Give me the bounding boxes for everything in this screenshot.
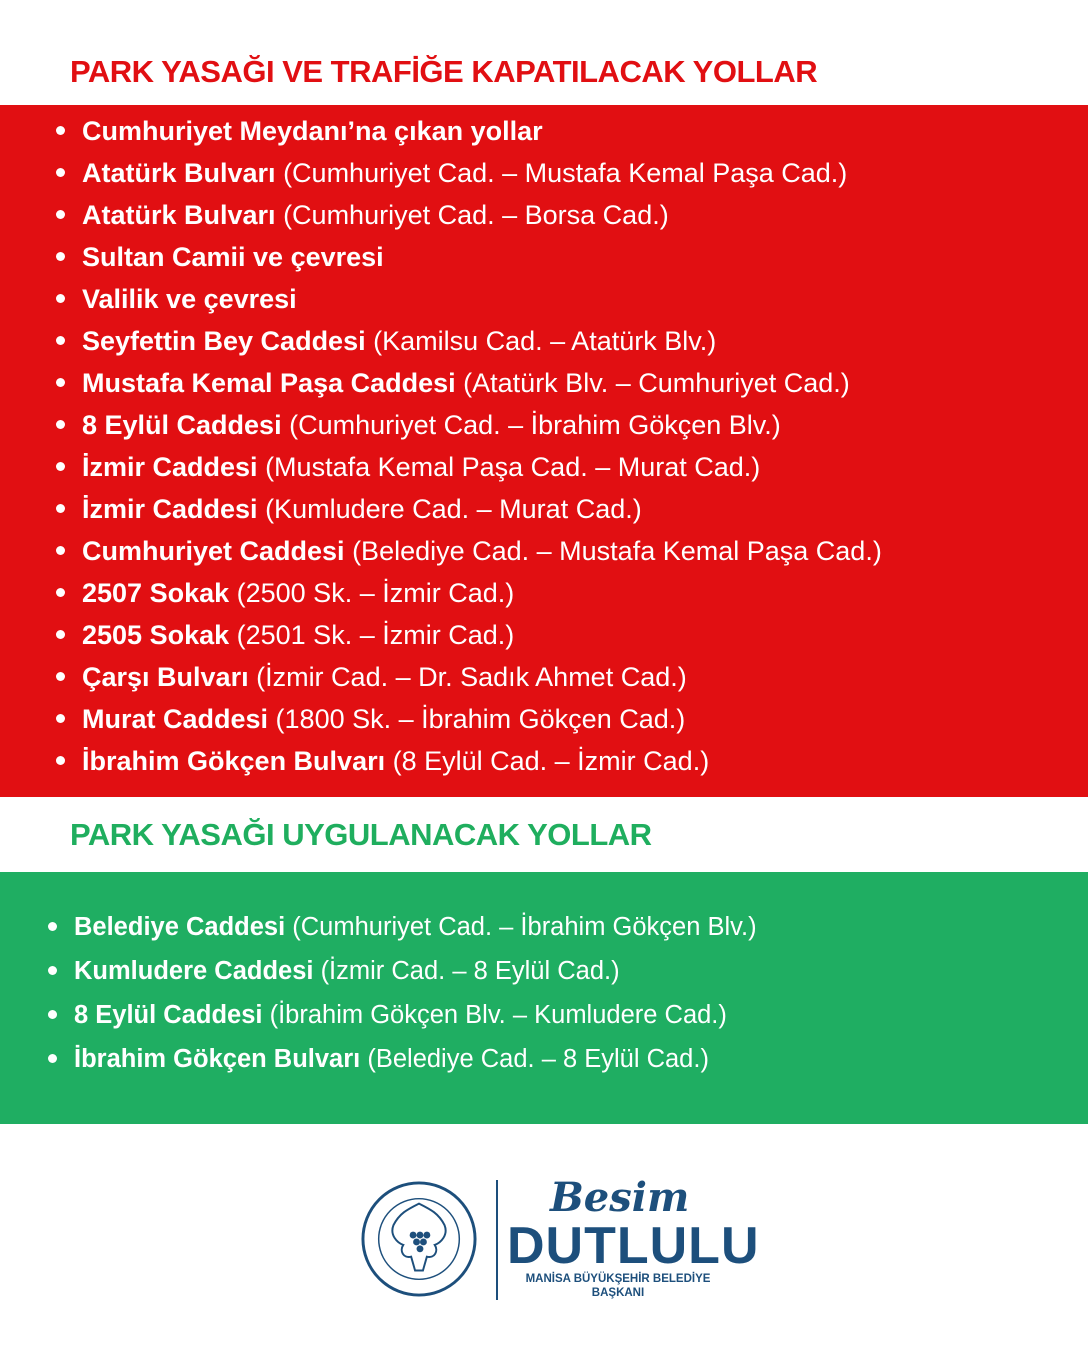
road-item: Çarşı Bulvarı (İzmir Cad. – Dr. Sadık Ah… bbox=[56, 661, 882, 703]
no-parking-roads-list: Belediye Caddesi (Cumhuriyet Cad. – İbra… bbox=[48, 910, 757, 1086]
road-segment: (Mustafa Kemal Paşa Cad. – Murat Cad.) bbox=[257, 452, 761, 482]
bullet-icon bbox=[56, 462, 65, 472]
road-segment: (8 Eylül Cad. – İzmir Cad.) bbox=[385, 746, 710, 776]
road-name: Kumludere Caddesi bbox=[74, 957, 314, 985]
road-item: Valilik ve çevresi bbox=[56, 283, 882, 325]
road-segment: (Cumhuriyet Cad. – Borsa Cad.) bbox=[275, 200, 669, 230]
bullet-icon bbox=[48, 1009, 57, 1019]
road-name: İbrahim Gökçen Bulvarı bbox=[74, 1045, 361, 1073]
bullet-icon bbox=[48, 1053, 57, 1063]
road-name: Mustafa Kemal Paşa Caddesi bbox=[82, 368, 456, 398]
bullet-icon bbox=[56, 756, 65, 766]
road-name: 8 Eylül Caddesi bbox=[74, 1001, 263, 1029]
section-title-closed-roads: PARK YASAĞI VE TRAFİĞE KAPATILACAK YOLLA… bbox=[70, 54, 818, 89]
road-segment: (1800 Sk. – İbrahim Gökçen Cad.) bbox=[268, 704, 686, 734]
bullet-icon bbox=[56, 252, 65, 262]
road-name: İbrahim Gökçen Bulvarı bbox=[82, 746, 386, 776]
road-segment: (Kumludere Cad. – Murat Cad.) bbox=[257, 494, 642, 524]
bullet-icon bbox=[56, 210, 65, 220]
road-item: Atatürk Bulvarı (Cumhuriyet Cad. – Borsa… bbox=[56, 199, 882, 241]
road-item: 2505 Sokak (2501 Sk. – İzmir Cad.) bbox=[56, 619, 882, 661]
road-item: Mustafa Kemal Paşa Caddesi (Atatürk Blv.… bbox=[56, 367, 882, 409]
road-name: 2507 Sokak bbox=[82, 578, 230, 608]
road-segment: (Cumhuriyet Cad. – İbrahim Gökçen Blv.) bbox=[281, 410, 781, 440]
bullet-icon bbox=[56, 294, 65, 304]
road-name: Cumhuriyet Meydanı’na çıkan yollar bbox=[82, 116, 543, 146]
road-segment: (Kamilsu Cad. – Atatürk Blv.) bbox=[365, 326, 717, 356]
mayor-first-name: Besim bbox=[550, 1174, 690, 1221]
road-segment: (Cumhuriyet Cad. – İbrahim Gökçen Blv.) bbox=[285, 913, 757, 941]
road-segment: (Belediye Cad. – Mustafa Kemal Paşa Cad.… bbox=[344, 536, 882, 566]
bullet-icon bbox=[56, 672, 65, 682]
road-name: İzmir Caddesi bbox=[82, 452, 258, 482]
road-segment: (Belediye Cad. – 8 Eylül Cad.) bbox=[360, 1045, 709, 1073]
bullet-icon bbox=[56, 588, 65, 598]
road-name: Atatürk Bulvarı bbox=[82, 158, 276, 188]
road-item: İbrahim Gökçen Bulvarı (Belediye Cad. – … bbox=[48, 1042, 757, 1086]
road-segment: (İbrahim Gökçen Blv. – Kumludere Cad.) bbox=[262, 1001, 727, 1029]
bullet-icon bbox=[48, 921, 57, 931]
closed-roads-panel: Cumhuriyet Meydanı’na çıkan yollar Atatür… bbox=[0, 105, 1088, 797]
road-name: Murat Caddesi bbox=[82, 704, 269, 734]
road-segment: (İzmir Cad. – Dr. Sadık Ahmet Cad.) bbox=[248, 662, 687, 692]
road-segment: (İzmir Cad. – 8 Eylül Cad.) bbox=[313, 957, 620, 985]
road-segment: (Cumhuriyet Cad. – Mustafa Kemal Paşa Ca… bbox=[275, 158, 848, 188]
road-name: Atatürk Bulvarı bbox=[82, 200, 276, 230]
bullet-icon bbox=[56, 168, 65, 178]
bullet-icon bbox=[56, 336, 65, 346]
road-item: 8 Eylül Caddesi (Cumhuriyet Cad. – İbrah… bbox=[56, 409, 882, 451]
no-parking-panel: Belediye Caddesi (Cumhuriyet Cad. – İbra… bbox=[0, 872, 1088, 1124]
bullet-icon bbox=[56, 126, 65, 136]
road-name: Cumhuriyet Caddesi bbox=[82, 536, 345, 566]
road-segment: (2501 Sk. – İzmir Cad.) bbox=[229, 620, 515, 650]
bullet-icon bbox=[56, 630, 65, 640]
road-item: 8 Eylül Caddesi (İbrahim Gökçen Blv. – K… bbox=[48, 998, 757, 1042]
bullet-icon bbox=[56, 420, 65, 430]
road-name: Valilik ve çevresi bbox=[82, 284, 297, 314]
logo-divider bbox=[496, 1180, 498, 1300]
road-name: 8 Eylül Caddesi bbox=[82, 410, 282, 440]
road-item: Belediye Caddesi (Cumhuriyet Cad. – İbra… bbox=[48, 910, 757, 954]
road-name: Sultan Camii ve çevresi bbox=[82, 242, 384, 272]
road-name: İzmir Caddesi bbox=[82, 494, 258, 524]
road-segment: (Atatürk Blv. – Cumhuriyet Cad.) bbox=[455, 368, 850, 398]
road-item: Kumludere Caddesi (İzmir Cad. – 8 Eylül … bbox=[48, 954, 757, 998]
road-item: Cumhuriyet Meydanı’na çıkan yollar bbox=[56, 115, 882, 157]
bullet-icon bbox=[48, 965, 57, 975]
road-name: Belediye Caddesi bbox=[74, 913, 286, 941]
mayor-logo: Besim DUTLULU MANİSA BÜYÜKŞEHİR BELEDİYE… bbox=[360, 1174, 759, 1303]
road-item: Sultan Camii ve çevresi bbox=[56, 241, 882, 283]
road-item: 2507 Sokak (2500 Sk. – İzmir Cad.) bbox=[56, 577, 882, 619]
bullet-icon bbox=[56, 504, 65, 514]
closed-roads-list: Cumhuriyet Meydanı’na çıkan yollar Atatür… bbox=[56, 115, 882, 787]
road-item: Murat Caddesi (1800 Sk. – İbrahim Gökçen… bbox=[56, 703, 882, 745]
road-item: Cumhuriyet Caddesi (Belediye Cad. – Must… bbox=[56, 535, 882, 577]
road-segment: (2500 Sk. – İzmir Cad.) bbox=[229, 578, 515, 608]
road-item: İbrahim Gökçen Bulvarı (8 Eylül Cad. – İ… bbox=[56, 745, 882, 787]
road-item: Atatürk Bulvarı (Cumhuriyet Cad. – Musta… bbox=[56, 157, 882, 199]
road-item: Seyfettin Bey Caddesi (Kamilsu Cad. – At… bbox=[56, 325, 882, 367]
bullet-icon bbox=[56, 378, 65, 388]
mayor-role: MANİSA BÜYÜKŞEHİR BELEDİYE BAŞKANI bbox=[525, 1273, 711, 1299]
section-title-no-parking-roads: PARK YASAĞI UYGULANACAK YOLLAR bbox=[70, 817, 652, 852]
road-item: İzmir Caddesi (Kumludere Cad. – Murat Ca… bbox=[56, 493, 882, 535]
mayor-last-name: DUTLULU bbox=[507, 1217, 760, 1275]
bullet-icon bbox=[56, 546, 65, 556]
road-name: 2505 Sokak bbox=[82, 620, 230, 650]
bullet-icon bbox=[56, 714, 65, 724]
road-name: Seyfettin Bey Caddesi bbox=[82, 326, 366, 356]
municipality-seal-icon bbox=[361, 1181, 477, 1297]
road-name: Çarşı Bulvarı bbox=[82, 662, 249, 692]
road-item: İzmir Caddesi (Mustafa Kemal Paşa Cad. –… bbox=[56, 451, 882, 493]
